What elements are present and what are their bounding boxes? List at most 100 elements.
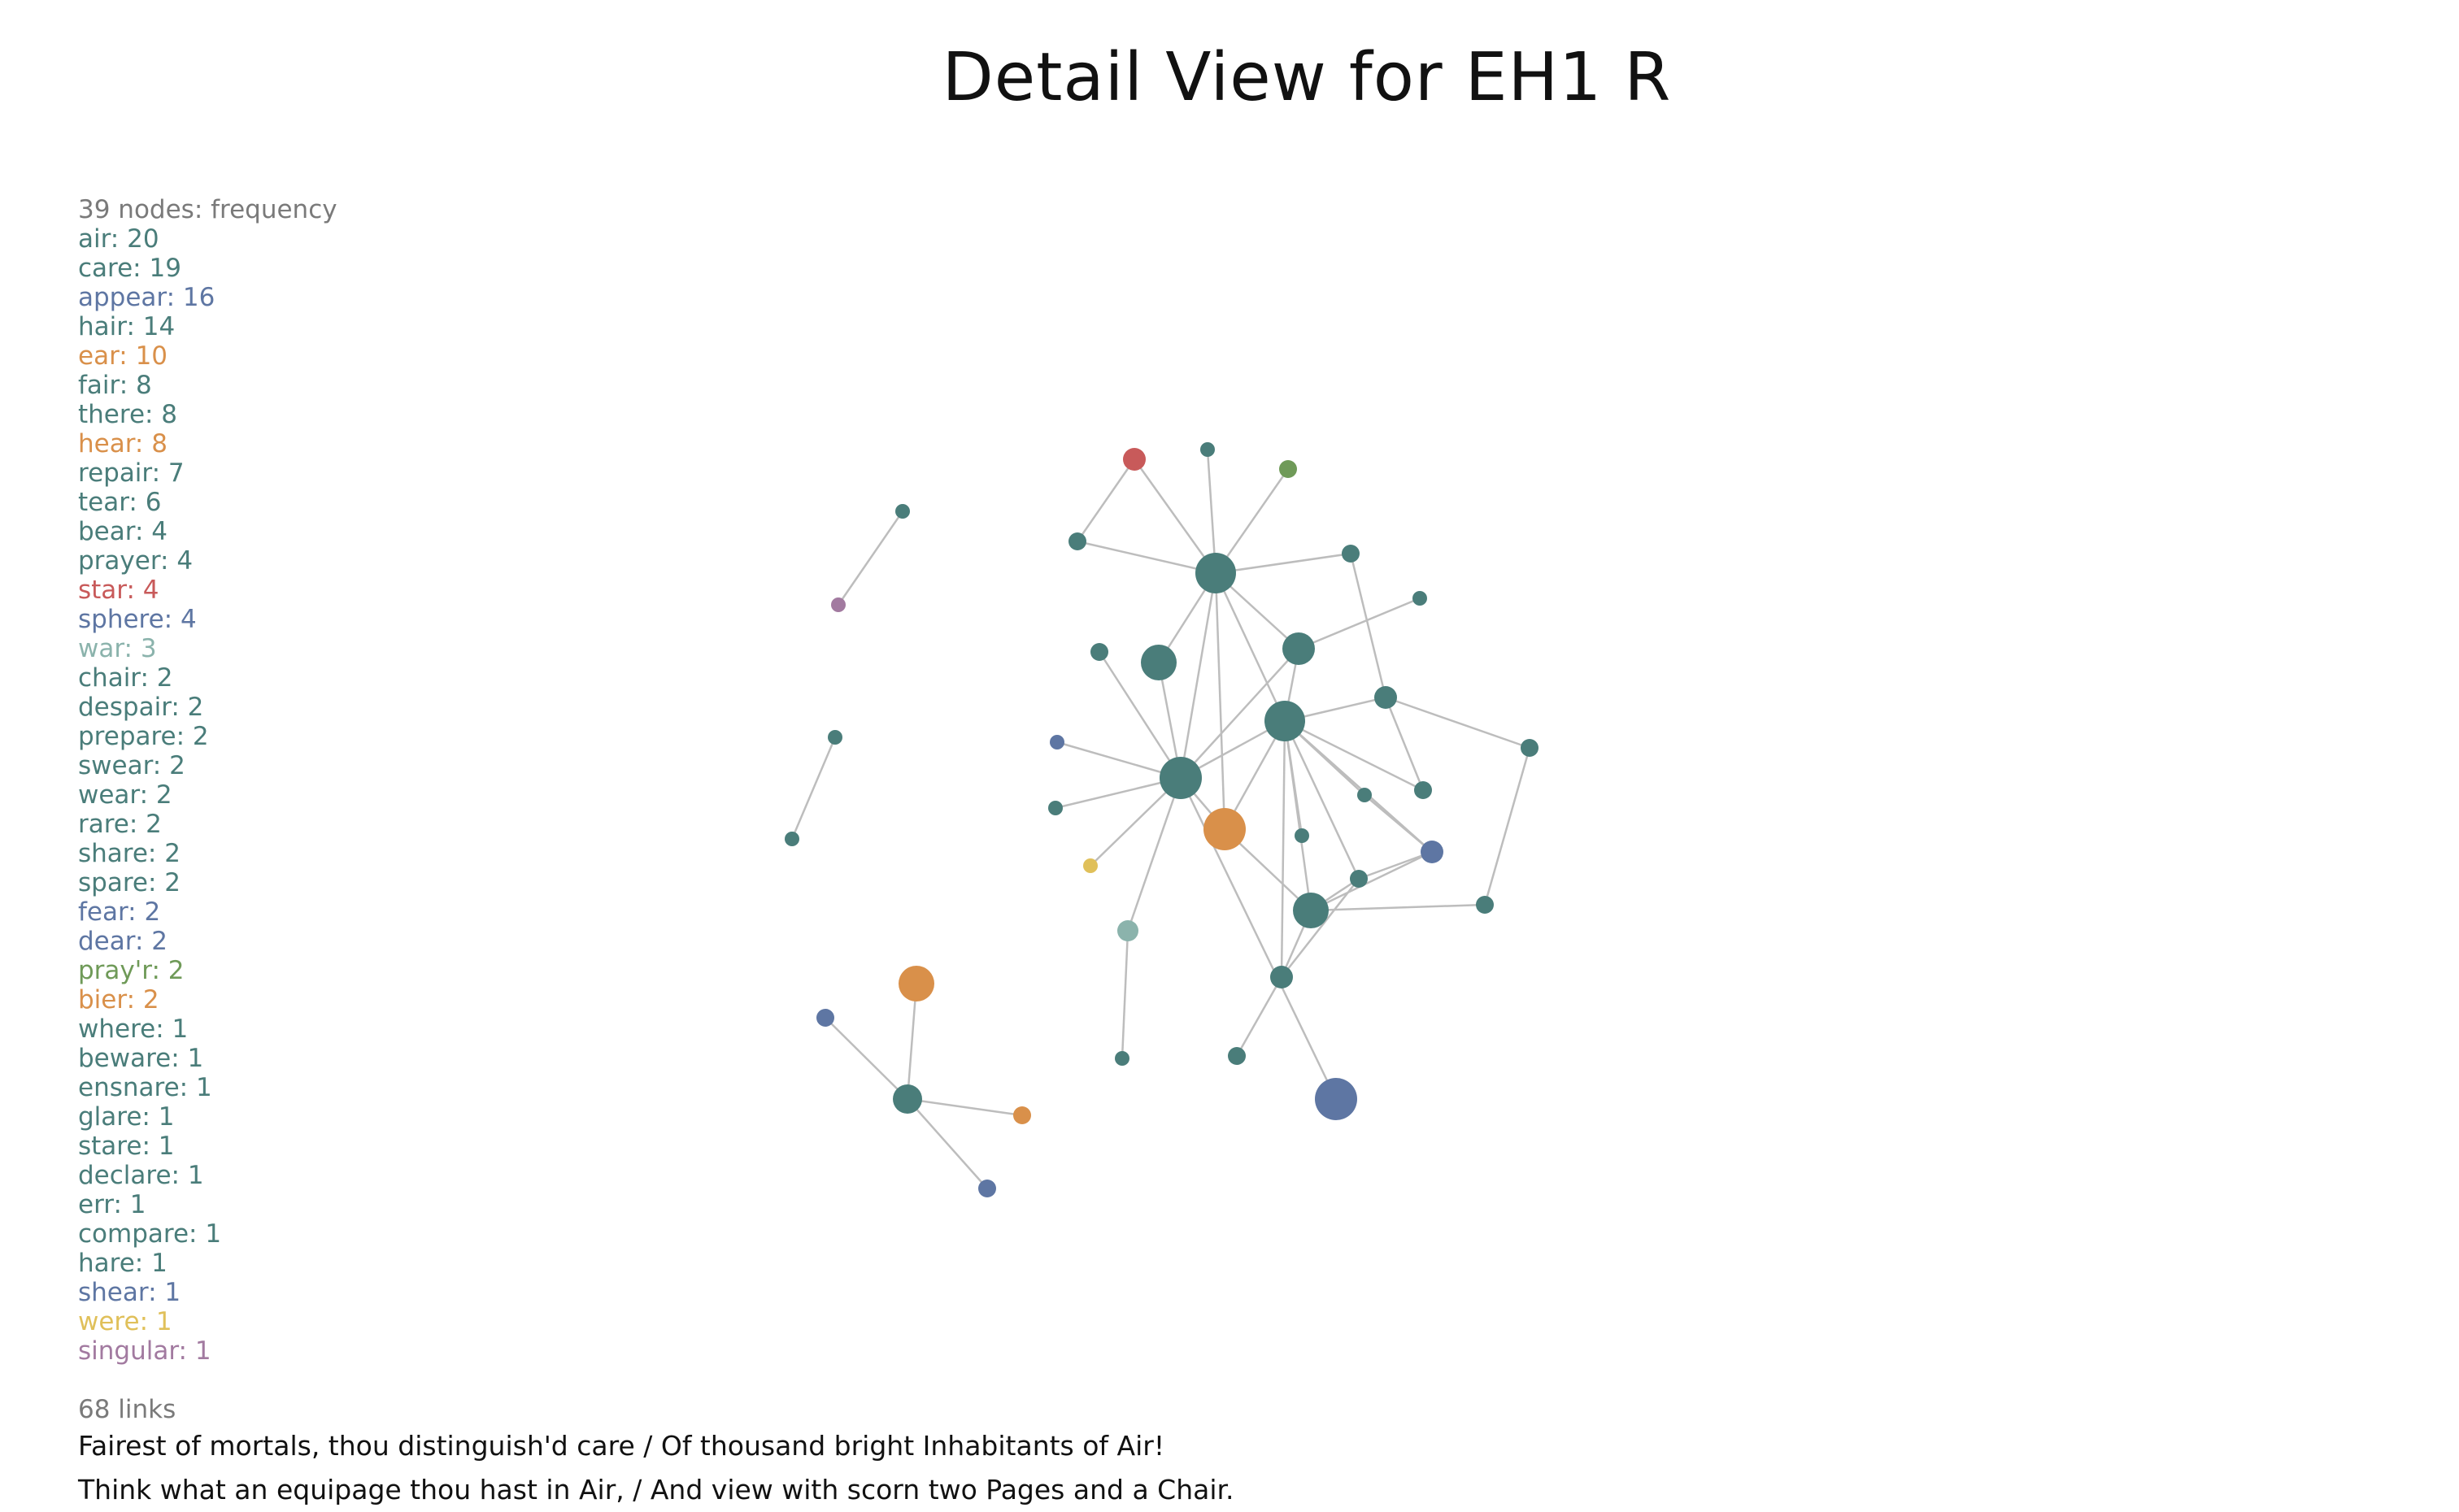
legend-item: bear: 4 (78, 517, 168, 546)
graph-node[interactable] (1050, 735, 1064, 749)
graph-node[interactable] (893, 1084, 922, 1114)
graph-node[interactable] (1476, 896, 1494, 914)
graph-link (1281, 878, 1360, 978)
legend-item: prayer: 4 (78, 546, 194, 576)
graph-node[interactable] (828, 730, 842, 745)
graph-link (1358, 850, 1433, 880)
graph-node[interactable] (1200, 442, 1215, 457)
node-legend: 39 nodes: frequency air: 20 care: 19 appea… (78, 195, 337, 1366)
graph-link (1179, 572, 1217, 779)
graph-node[interactable] (1141, 645, 1177, 680)
graph-node[interactable] (895, 504, 910, 519)
legend-item: pray'r: 2 (78, 956, 185, 985)
graph-node[interactable] (1282, 632, 1315, 665)
graph-link (1056, 741, 1182, 780)
graph-link (1283, 720, 1360, 880)
graph-link (825, 1017, 908, 1100)
legend-item: care: 19 (78, 254, 181, 283)
graph-node[interactable] (1342, 545, 1360, 563)
graph-link (1077, 540, 1216, 575)
graph-link (837, 511, 904, 606)
graph-node[interactable] (1293, 893, 1329, 928)
graph-node[interactable] (1048, 801, 1063, 815)
graph-link (907, 1097, 1023, 1117)
graph-node[interactable] (1083, 858, 1098, 873)
legend-item: sphere: 4 (78, 605, 197, 634)
graph-node[interactable] (1279, 460, 1297, 478)
graph-node[interactable] (1115, 1051, 1129, 1066)
legend-item: there: 8 (78, 400, 178, 429)
graph-link (1214, 572, 1286, 722)
legend-item: air: 20 (78, 224, 159, 254)
graph-node[interactable] (899, 966, 934, 1001)
graph-node[interactable] (1090, 643, 1108, 661)
graph-node[interactable] (1013, 1106, 1031, 1124)
graph-node[interactable] (816, 1009, 834, 1027)
legend-item: spare: 2 (78, 868, 181, 897)
graph-node[interactable] (1195, 553, 1236, 593)
graph-node[interactable] (1315, 1078, 1357, 1120)
legend-item: beware: 1 (78, 1044, 204, 1073)
graph-link (1121, 930, 1129, 1059)
legend-item: share: 2 (78, 839, 181, 868)
legend-item: wear: 2 (78, 780, 172, 810)
graph-node[interactable] (1228, 1047, 1246, 1065)
graph-node[interactable] (1123, 448, 1146, 471)
graph-link (1133, 458, 1217, 574)
quote-lines: Fairest of mortals, thou distinguish'd c… (78, 1424, 1234, 1512)
graph-node[interactable] (1374, 686, 1397, 709)
graph-node[interactable] (1068, 532, 1086, 550)
graph-link (1215, 552, 1351, 575)
legend-item: were: 1 (78, 1307, 172, 1336)
graph-node[interactable] (1160, 757, 1202, 799)
graph-node[interactable] (1295, 828, 1309, 843)
graph-node[interactable] (785, 832, 799, 846)
graph-link (1384, 697, 1425, 791)
graph-link (1349, 553, 1387, 698)
graph-node[interactable] (1117, 920, 1138, 941)
legend-item: fair: 8 (78, 371, 152, 400)
legend-item: star: 4 (78, 576, 159, 605)
legend-item: shear: 1 (78, 1278, 181, 1307)
legend-item: where: 1 (78, 1015, 189, 1044)
legend-item: stare: 1 (78, 1132, 175, 1161)
graph-link (1310, 850, 1433, 912)
graph-link (1098, 651, 1182, 779)
graph-link (1214, 572, 1226, 830)
legend-item: bier: 2 (78, 985, 159, 1015)
graph-link (1310, 903, 1486, 912)
graph-node[interactable] (1412, 591, 1427, 606)
graph-node[interactable] (978, 1180, 996, 1197)
graph-node[interactable] (831, 597, 846, 612)
graph-node[interactable] (1414, 781, 1432, 799)
graph-link (1364, 794, 1433, 853)
graph-link (1055, 776, 1182, 810)
page-title: Detail View for EH1 R (942, 39, 1672, 116)
graph-nodes (785, 442, 1539, 1197)
graph-node[interactable] (1350, 870, 1368, 888)
legend-item: tear: 6 (78, 488, 162, 517)
legend-item: glare: 1 (78, 1102, 175, 1132)
graph-node[interactable] (1521, 739, 1539, 757)
graph-node[interactable] (1264, 701, 1305, 741)
links-count: 68 links (78, 1395, 176, 1424)
graph-node[interactable] (1270, 966, 1293, 988)
legend-item: ear: 10 (78, 341, 168, 371)
legend-item: war: 3 (78, 634, 157, 663)
legend-item: hair: 14 (78, 312, 176, 341)
legend-item: rare: 2 (78, 810, 162, 839)
graph-link (1214, 468, 1290, 574)
legend-item: prepare: 2 (78, 722, 209, 751)
legend-item: ensnare: 1 (78, 1073, 212, 1102)
graph-link (1280, 720, 1286, 978)
graph-node[interactable] (1203, 808, 1246, 850)
legend-item: repair: 7 (78, 458, 185, 488)
graph-link (906, 983, 918, 1100)
graph-node[interactable] (1357, 788, 1372, 802)
graph-node[interactable] (1421, 841, 1443, 863)
graph-link (1126, 777, 1182, 932)
graph-link (1235, 976, 1283, 1057)
legend-item: compare: 1 (78, 1219, 222, 1249)
legend-item: dear: 2 (78, 927, 168, 956)
